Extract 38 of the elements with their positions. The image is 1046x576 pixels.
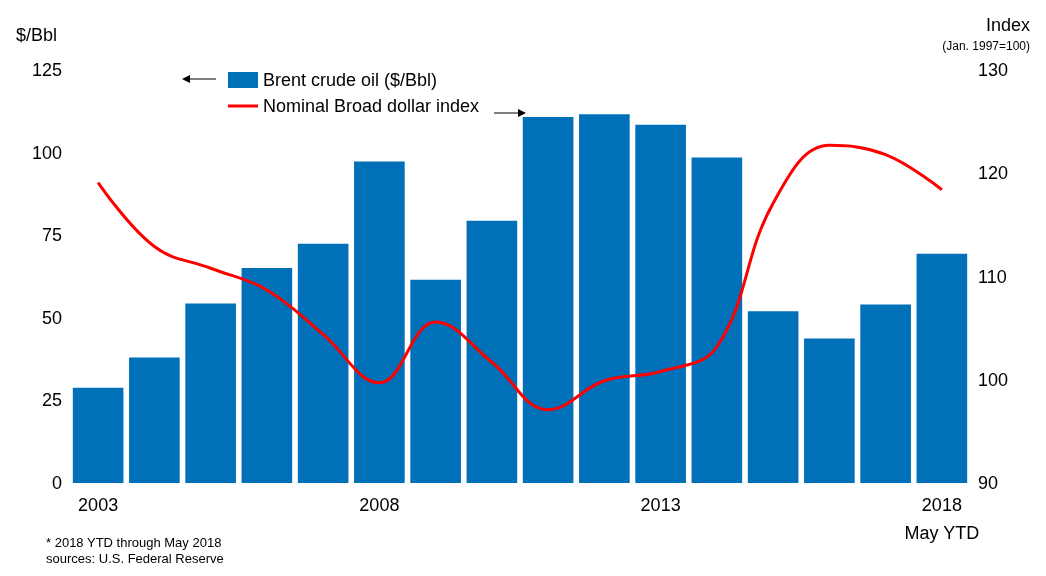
bar <box>129 357 180 483</box>
bar <box>691 157 743 483</box>
x-tick-label: 2003 <box>78 495 119 515</box>
y-tick-label: 50 <box>41 307 62 328</box>
x-tick-label: 2013 <box>640 495 681 515</box>
bar <box>241 267 293 483</box>
y-tick-label: 100 <box>31 142 62 163</box>
bar <box>297 243 349 483</box>
bar <box>354 161 405 483</box>
bar <box>804 338 855 483</box>
bar <box>185 303 236 483</box>
line-series <box>96 143 944 412</box>
bar <box>747 311 799 483</box>
y2-tick-label: 130 <box>978 60 1009 80</box>
y-tick-label: 125 <box>31 60 62 80</box>
bar <box>466 220 518 483</box>
y2-tick-label: 100 <box>978 369 1009 390</box>
y-tick-label: 75 <box>41 225 62 246</box>
bar <box>916 253 968 483</box>
y-tick-label: 0 <box>51 473 62 493</box>
y2-tick-label: 120 <box>978 163 1009 184</box>
source-note: sources: U.S. Federal Reserve <box>46 551 224 566</box>
y-tick-label: 25 <box>41 390 62 411</box>
bar <box>579 114 630 483</box>
x-tick-label: 2008 <box>359 495 400 515</box>
y2-axis-title: Index (Jan. 1997=100) <box>942 15 1031 53</box>
bar <box>522 116 574 483</box>
bar <box>860 304 911 483</box>
y2-tick-label: 110 <box>978 266 1007 287</box>
y-axis-title: $/Bbl <box>16 25 58 45</box>
bar <box>635 124 686 483</box>
legend-label: Nominal Broad dollar index <box>263 96 480 116</box>
bar <box>410 279 461 483</box>
bar <box>72 387 124 483</box>
legend-label: Brent crude oil ($/Bbl) <box>263 70 438 90</box>
x-tick-label: 2018 May YTD <box>904 495 980 543</box>
text: * 2018 YTD through May 2018 <box>46 535 222 550</box>
y2-tick-label: 90 <box>978 473 999 493</box>
